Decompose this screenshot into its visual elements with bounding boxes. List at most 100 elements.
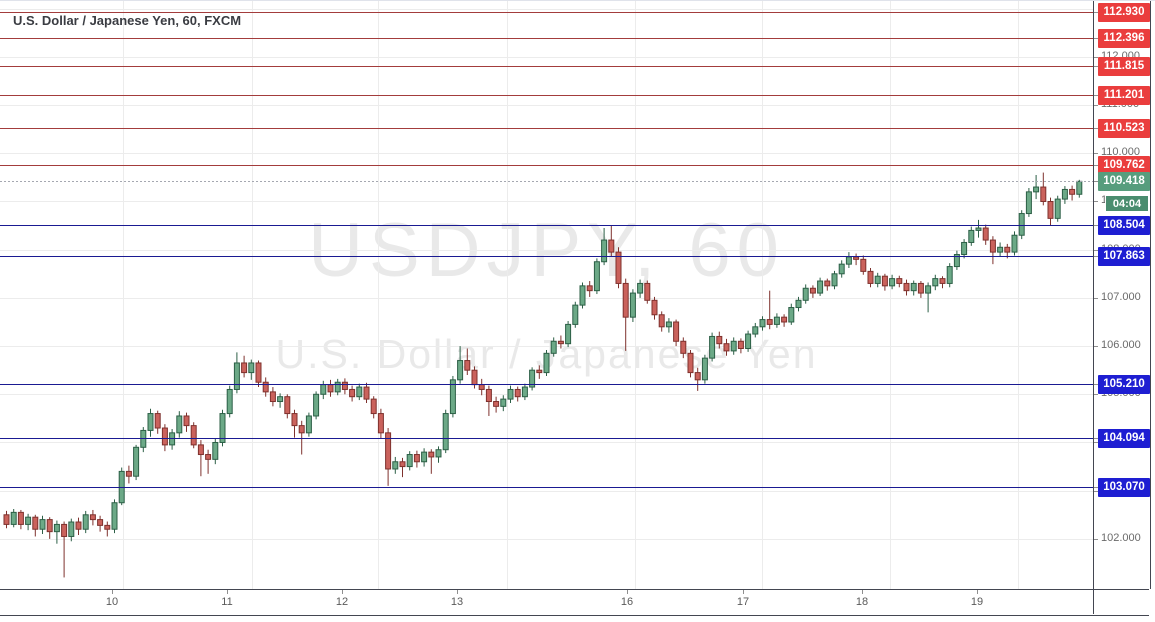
- candle-body: [773, 316, 780, 325]
- support-price-label: 105.210: [1098, 375, 1150, 394]
- candle-body: [759, 319, 766, 328]
- candle-body: [543, 352, 550, 374]
- candle-body: [536, 369, 543, 374]
- price-axis[interactable]: 102.000103.000104.000105.000106.000107.0…: [1093, 1, 1151, 589]
- candle-body: [615, 251, 622, 284]
- time-axis-tick: [977, 590, 978, 594]
- candle-body: [752, 326, 759, 335]
- candle-body: [1076, 180, 1083, 195]
- candle-body: [161, 427, 168, 446]
- candle-body: [1033, 186, 1040, 193]
- candle-body: [651, 299, 658, 316]
- time-axis-label: 12: [335, 596, 349, 608]
- candle-body: [25, 516, 32, 525]
- candle-body: [291, 413, 298, 427]
- price-axis-tick: [1094, 105, 1098, 106]
- price-axis-label: 110.000: [1101, 146, 1140, 158]
- candle-body: [327, 384, 334, 393]
- candle-body: [730, 340, 737, 352]
- candle-body: [334, 381, 341, 393]
- candle-body: [205, 454, 212, 460]
- candle-body: [53, 523, 60, 533]
- candle-body: [413, 454, 420, 463]
- candle-body: [241, 362, 248, 374]
- candle-body: [917, 282, 924, 294]
- candle-body: [277, 396, 284, 403]
- candle-body: [961, 241, 968, 256]
- candle-body: [1047, 200, 1054, 219]
- candle-body: [46, 519, 53, 533]
- candle-body: [10, 511, 17, 525]
- symbol-legend[interactable]: U.S. Dollar / Japanese Yen, 60, FXCM: [13, 13, 242, 28]
- price-axis-tick: [1094, 298, 1098, 299]
- candle-body: [421, 451, 428, 463]
- resistance-price-label: 109.762: [1098, 156, 1150, 175]
- time-axis-tick: [112, 590, 113, 594]
- candle-body: [781, 316, 788, 323]
- candle-body: [997, 246, 1004, 253]
- price-axis-label: 102.000: [1101, 532, 1141, 544]
- candle-body: [601, 239, 608, 263]
- price-axis-tick: [1094, 181, 1098, 182]
- price-axis-tick: [1094, 66, 1098, 67]
- candle-body: [1018, 213, 1025, 236]
- candle-body: [572, 304, 579, 325]
- candle-body: [629, 292, 636, 318]
- candle-body: [464, 360, 471, 371]
- candle-body: [399, 461, 406, 468]
- candle-body: [370, 398, 377, 415]
- candle-body: [197, 444, 204, 456]
- chart-pane[interactable]: [0, 1, 1093, 589]
- candle-body: [737, 340, 744, 349]
- price-axis-label: 106.000: [1101, 339, 1141, 351]
- candle-body: [262, 381, 269, 393]
- candle-body: [593, 261, 600, 292]
- candle-body: [212, 441, 219, 460]
- candle-body: [766, 319, 773, 325]
- vertical-gridlines: [123, 1, 1019, 589]
- price-axis-tick: [1094, 346, 1098, 347]
- candle-body: [521, 386, 528, 398]
- candle-body: [471, 369, 478, 386]
- candle-body: [529, 369, 536, 388]
- candle-body: [723, 343, 730, 352]
- candle-body: [61, 523, 68, 537]
- price-axis-tick: [1094, 57, 1098, 58]
- candle-body: [341, 381, 348, 390]
- candle-body: [910, 282, 917, 292]
- price-axis-tick: [1094, 153, 1098, 154]
- time-axis-tick: [457, 590, 458, 594]
- time-axis-tick: [342, 590, 343, 594]
- support-price-label: 108.504: [1098, 216, 1150, 235]
- candle-body: [233, 362, 240, 390]
- candle-body: [788, 307, 795, 323]
- candle-body: [680, 340, 687, 354]
- price-axis-tick: [1094, 487, 1098, 488]
- candle-body: [802, 287, 809, 301]
- candle-body: [89, 514, 96, 521]
- time-axis-label: 17: [736, 596, 750, 608]
- candle-body: [665, 321, 672, 328]
- candlestick-series: [3, 172, 1083, 578]
- time-axis-label: 11: [221, 596, 233, 608]
- time-axis-label: 13: [450, 596, 464, 608]
- candle-body: [809, 287, 816, 294]
- candle-body: [298, 425, 305, 434]
- candle-body: [176, 415, 183, 434]
- candle-body: [953, 254, 960, 268]
- price-axis-tick: [1094, 256, 1098, 257]
- candle-body: [975, 227, 982, 231]
- time-axis-label: 19: [970, 596, 984, 608]
- candle-body: [550, 340, 557, 354]
- time-axis[interactable]: 10 11 12 13 16 17 18 19: [0, 589, 1149, 616]
- candle-body: [97, 519, 104, 526]
- candle-body: [514, 388, 521, 398]
- candle-body: [579, 285, 586, 306]
- candle-body: [406, 454, 413, 468]
- candle-body: [442, 413, 449, 451]
- candle-body: [320, 384, 327, 395]
- bar-countdown-label: 04:04: [1105, 195, 1149, 212]
- time-axis-label: 16: [620, 596, 634, 608]
- candle-body: [255, 362, 262, 383]
